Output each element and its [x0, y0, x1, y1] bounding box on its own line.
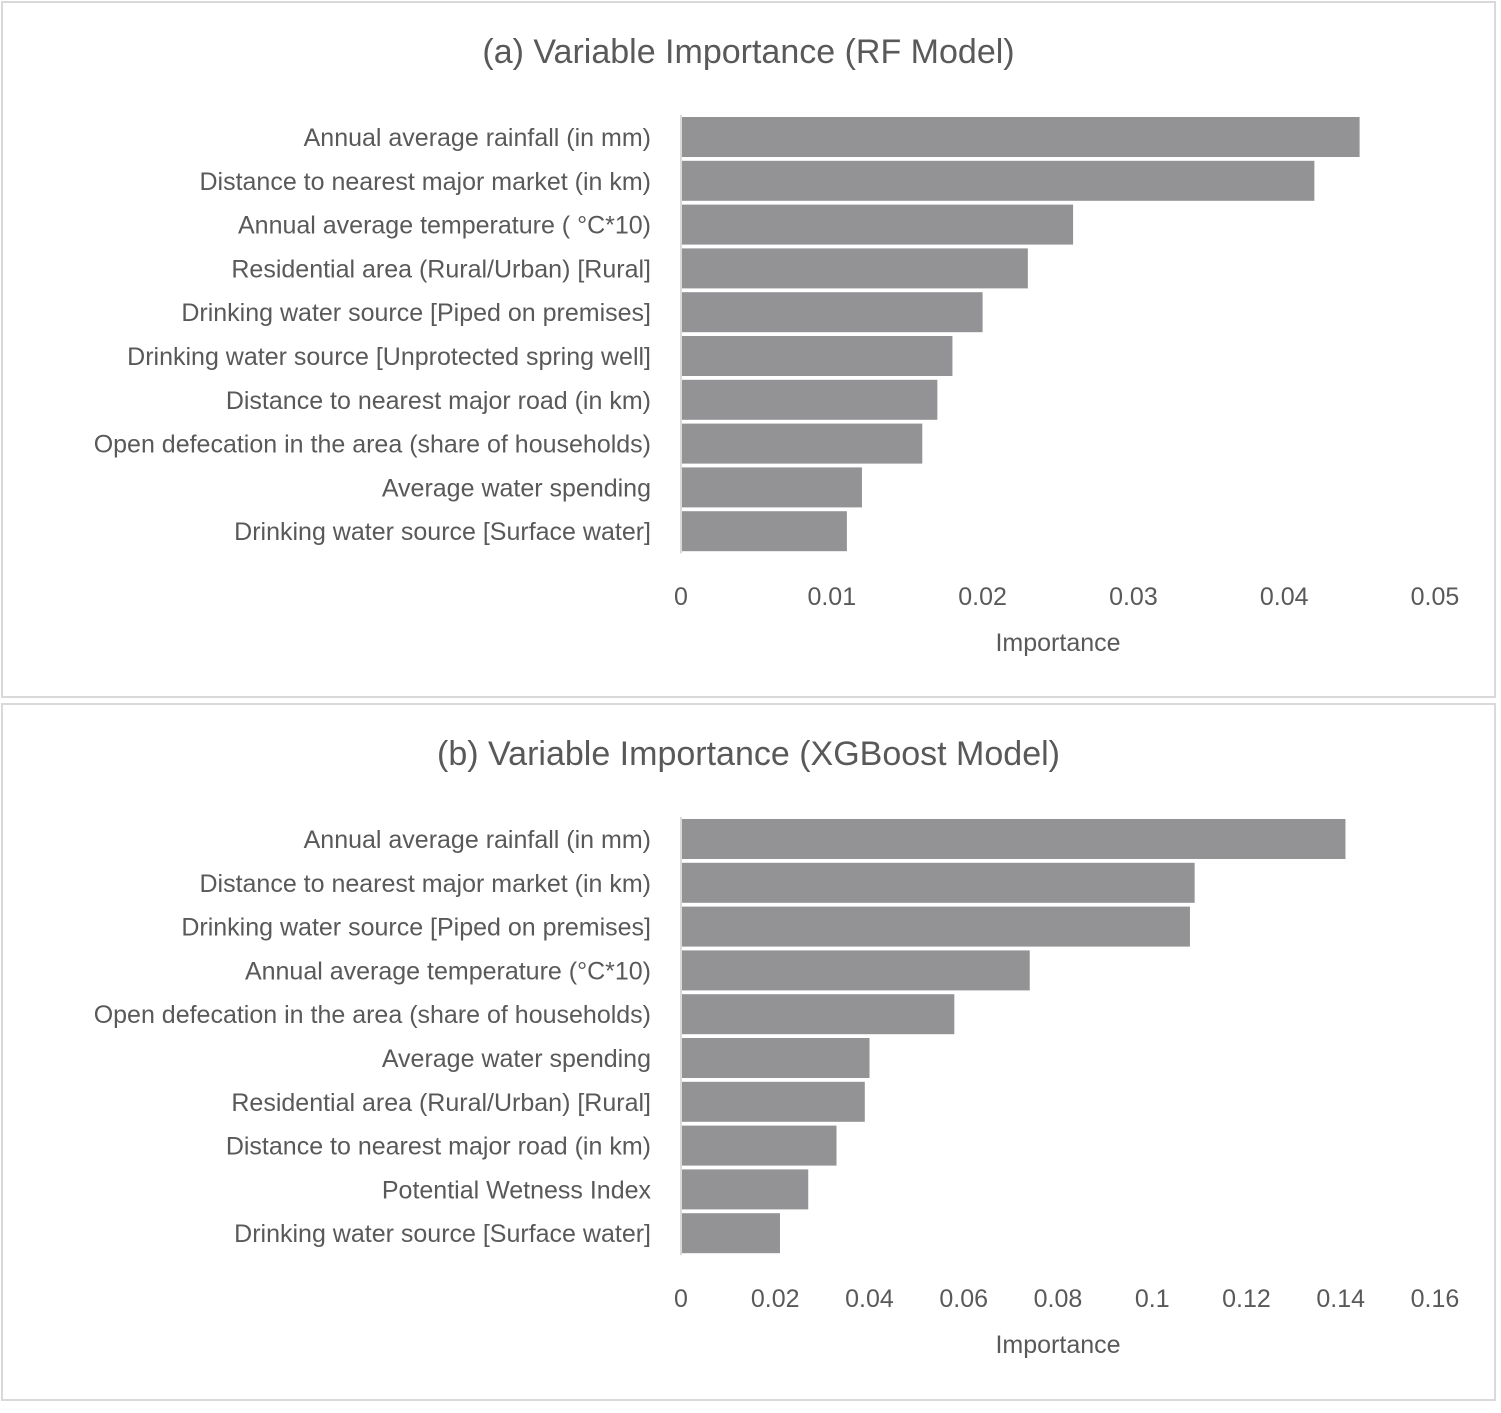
x-tick-label: 0.12	[1222, 1285, 1271, 1313]
category-label: Residential area (Rural/Urban) [Rural]	[231, 1089, 651, 1117]
bars-rf	[681, 117, 1360, 552]
x-tick-label: 0.08	[1034, 1285, 1083, 1313]
category-label: Distance to nearest major market (in km)	[199, 870, 651, 898]
chart-plot-xgboost: Annual average rainfall (in mm) Distance …	[94, 817, 1460, 1359]
category-label: Drinking water source [Unprotected sprin…	[127, 343, 651, 371]
bar	[681, 906, 1190, 947]
x-tick-label: 0.14	[1316, 1285, 1365, 1313]
bars-xgb	[681, 819, 1346, 1254]
x-tick-label: 0.02	[751, 1285, 800, 1313]
category-label: Drinking water source [Piped on premises…	[181, 914, 651, 942]
bar	[681, 160, 1315, 201]
bar	[681, 467, 862, 508]
x-tick-label: 0.03	[1109, 583, 1158, 611]
bar	[681, 1213, 780, 1254]
chart-title-rf: (a) Variable Importance (RF Model)	[482, 33, 1015, 71]
bar	[681, 248, 1028, 289]
category-label: Annual average temperature (°C*10)	[245, 957, 651, 985]
chart-panel-xgboost: (b) Variable Importance (XGBoost Model) …	[1, 703, 1496, 1401]
category-label: Potential Wetness Index	[382, 1176, 652, 1204]
category-label: Open defecation in the area (share of ho…	[94, 1001, 651, 1029]
bar	[681, 1125, 837, 1166]
x-axis-label: Importance	[995, 1331, 1120, 1359]
x-tick-label: 0	[674, 583, 688, 611]
chart-title-xgboost: (b) Variable Importance (XGBoost Model)	[437, 735, 1060, 773]
category-label: Annual average rainfall (in mm)	[304, 124, 651, 152]
category-label: Distance to nearest major road (in km)	[226, 387, 651, 415]
x-tick-label: 0.01	[807, 583, 856, 611]
x-tick-label: 0.04	[1260, 583, 1309, 611]
x-tick-label: 0.1	[1135, 1285, 1170, 1313]
category-label: Drinking water source [Piped on premises…	[181, 299, 651, 327]
category-label: Average water spending	[382, 1045, 651, 1073]
category-label: Open defecation in the area (share of ho…	[94, 431, 651, 459]
x-tick-label: 0.02	[958, 583, 1007, 611]
x-tick-label: 0.05	[1411, 583, 1460, 611]
category-label: Annual average temperature ( °C*10)	[238, 212, 651, 240]
bar	[681, 292, 983, 333]
bar	[681, 423, 923, 464]
x-tick-label: 0.06	[939, 1285, 988, 1313]
category-label: Distance to nearest major road (in km)	[226, 1133, 651, 1161]
category-label: Drinking water source [Surface water]	[234, 518, 651, 546]
x-tick-label: 0	[674, 1285, 688, 1313]
bar	[681, 819, 1346, 859]
bar	[681, 994, 955, 1035]
bar	[681, 336, 953, 376]
x-axis-label: Importance	[995, 629, 1120, 657]
bar	[681, 950, 1030, 991]
bar	[681, 1169, 809, 1210]
category-label: Annual average rainfall (in mm)	[304, 826, 651, 854]
bar	[681, 862, 1195, 903]
category-label: Residential area (Rural/Urban) [Rural]	[231, 255, 651, 283]
bar	[681, 117, 1360, 157]
chart-panel-rf: (a) Variable Importance (RF Model) Annua…	[1, 1, 1496, 698]
category-label: Distance to nearest major market (in km)	[199, 168, 651, 196]
bar	[681, 204, 1074, 245]
bar	[681, 379, 938, 420]
x-tick-label: 0.16	[1411, 1285, 1460, 1313]
x-tick-label: 0.04	[845, 1285, 894, 1313]
category-label: Drinking water source [Surface water]	[234, 1220, 651, 1248]
bar	[681, 511, 847, 552]
category-label: Average water spending	[382, 474, 651, 502]
bar	[681, 1081, 865, 1122]
chart-plot-rf: Annual average rainfall (in mm) Distance …	[94, 115, 1460, 657]
bar	[681, 1038, 870, 1078]
